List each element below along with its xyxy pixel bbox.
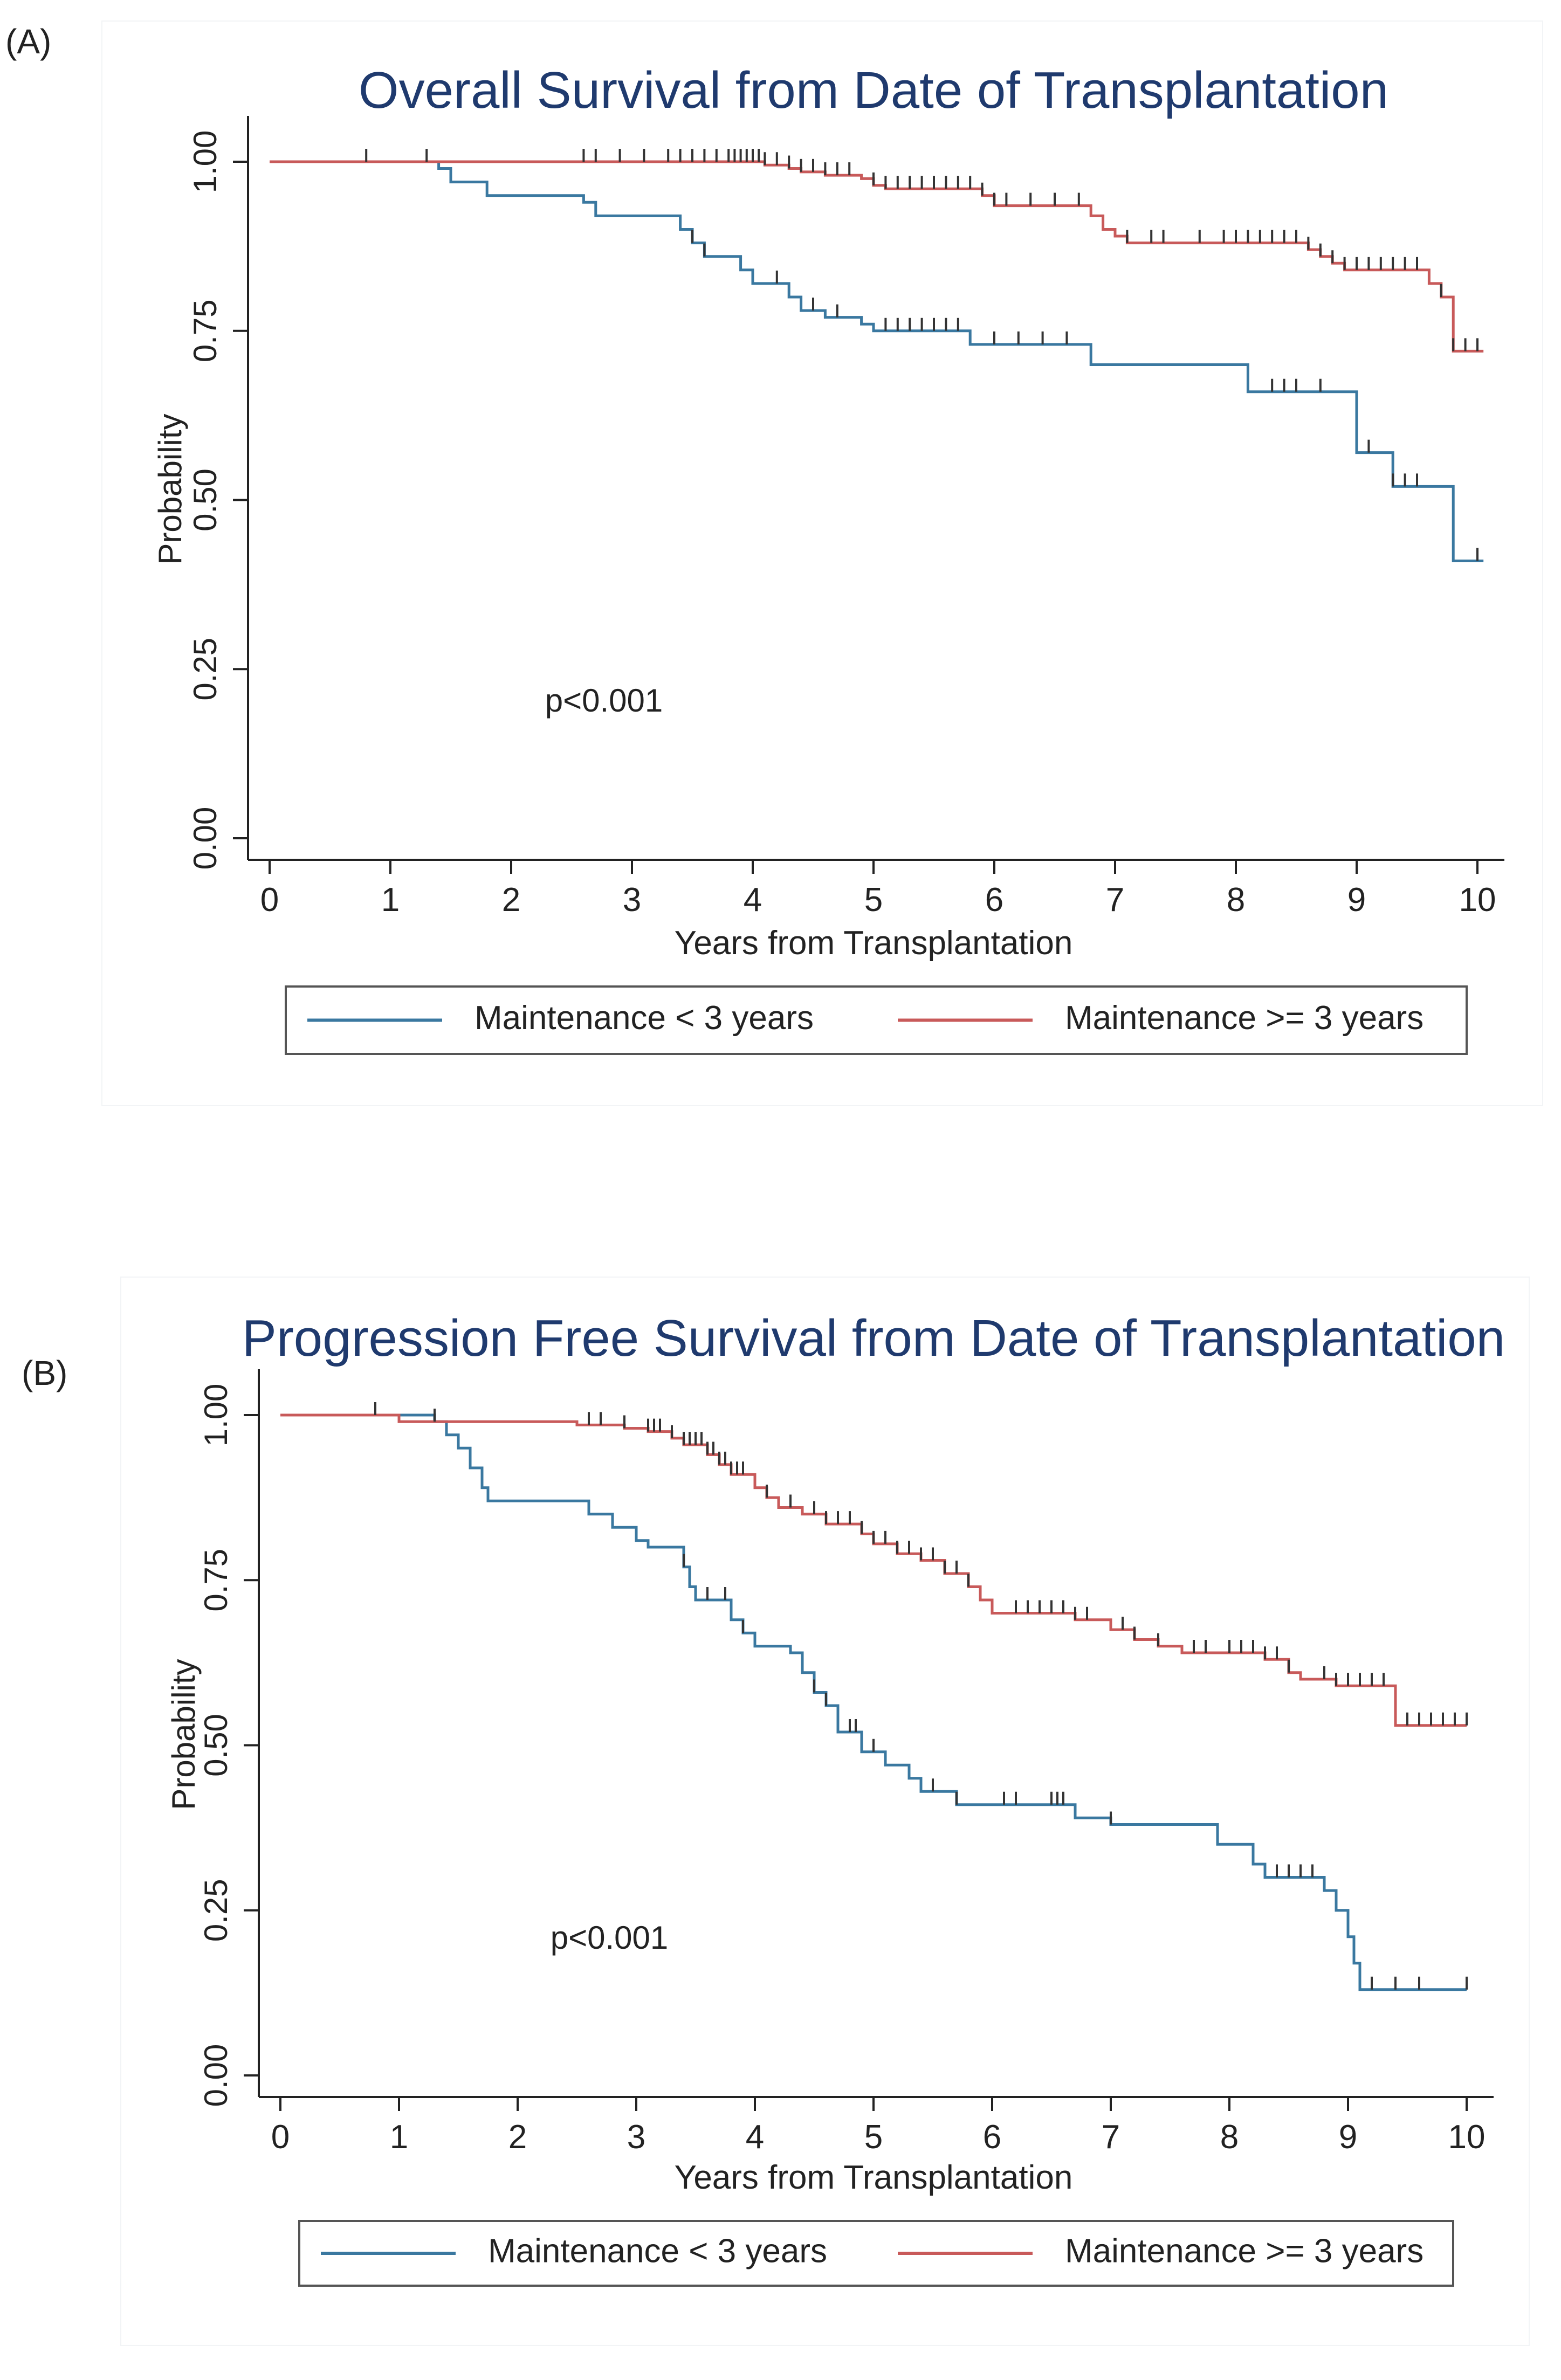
legend-label: Maintenance >= 3 years	[1065, 999, 1424, 1037]
x-tick-label: 2	[508, 2119, 527, 2156]
x-tick-label: 2	[502, 881, 520, 919]
legend-label: Maintenance < 3 years	[488, 2232, 827, 2269]
chart-progression-free-survival: Progression Free Survival from Date of T…	[166, 1309, 1505, 2287]
survival-curve	[280, 1413, 1467, 1727]
x-tick-label: 5	[864, 881, 883, 919]
y-tick-label: 0.00	[198, 2044, 234, 2107]
p-value-annotation: p<0.001	[551, 1920, 669, 1956]
series-long-maintenance	[280, 1402, 1468, 1727]
legend-box	[285, 985, 1468, 1055]
x-tick-label: 0	[271, 2119, 290, 2156]
x-tick-label: 7	[1106, 881, 1124, 919]
y-axis-title: Probability	[152, 413, 188, 564]
y-tick-label: 1.00	[187, 130, 223, 194]
x-tick-label: 1	[390, 2119, 408, 2156]
y-tick-label: 0.25	[198, 1879, 234, 1942]
legend-label: Maintenance < 3 years	[475, 999, 814, 1037]
panel-b-label: (B)	[22, 1354, 68, 1392]
survival-curve	[280, 1413, 1467, 1991]
survival-curve	[270, 160, 1484, 562]
x-tick-label: 6	[983, 2119, 1001, 2156]
x-tick-label: 9	[1347, 881, 1366, 919]
y-tick-label: 1.00	[198, 1384, 234, 1447]
x-tick-label: 4	[746, 2119, 764, 2156]
x-tick-label: 10	[1448, 2119, 1486, 2156]
y-tick-label: 0.50	[187, 468, 223, 532]
x-axis-title: Years from Transplantation	[675, 925, 1073, 962]
legend: Maintenance < 3 years Maintenance >= 3 ye…	[298, 2220, 1454, 2287]
panel-b-frame	[121, 1278, 1529, 2345]
x-tick-label: 3	[623, 881, 641, 919]
series-short-maintenance	[280, 1402, 1468, 1991]
x-tick-label: 6	[985, 881, 1003, 919]
legend-label: Maintenance >= 3 years	[1065, 2232, 1424, 2269]
x-tick-label: 8	[1220, 2119, 1239, 2156]
survival-curve	[270, 160, 1484, 353]
x-tick-label: 0	[260, 881, 279, 919]
x-tick-label: 1	[381, 881, 400, 919]
legend-box	[298, 2220, 1454, 2287]
y-tick-label: 0.75	[187, 299, 223, 362]
x-tick-label: 8	[1227, 881, 1245, 919]
y-tick-label: 0.00	[187, 807, 223, 870]
chart-overall-survival: Overall Survival from Date of Transplant…	[152, 61, 1504, 1055]
x-tick-label: 4	[744, 881, 762, 919]
x-tick-label: 10	[1459, 881, 1496, 919]
x-axis-title: Years from Transplantation	[675, 2159, 1073, 2196]
x-tick-label: 3	[627, 2119, 645, 2156]
x-tick-label: 5	[864, 2119, 883, 2156]
x-tick-label: 7	[1102, 2119, 1120, 2156]
chart-title: Overall Survival from Date of Transplant…	[359, 61, 1388, 119]
chart-title: Progression Free Survival from Date of T…	[242, 1309, 1505, 1367]
series-long-maintenance	[270, 149, 1484, 353]
panel-a-frame	[102, 22, 1542, 1105]
x-tick-label: 9	[1339, 2119, 1357, 2156]
y-axis-title: Probability	[166, 1659, 202, 1810]
legend: Maintenance < 3 years Maintenance >= 3 ye…	[285, 985, 1468, 1055]
y-tick-label: 0.50	[198, 1714, 234, 1777]
p-value-annotation: p<0.001	[545, 682, 663, 719]
y-tick-label: 0.25	[187, 638, 223, 701]
y-tick-label: 0.75	[198, 1549, 234, 1612]
series-short-maintenance	[270, 160, 1484, 562]
panel-a-label: (A)	[5, 22, 52, 61]
